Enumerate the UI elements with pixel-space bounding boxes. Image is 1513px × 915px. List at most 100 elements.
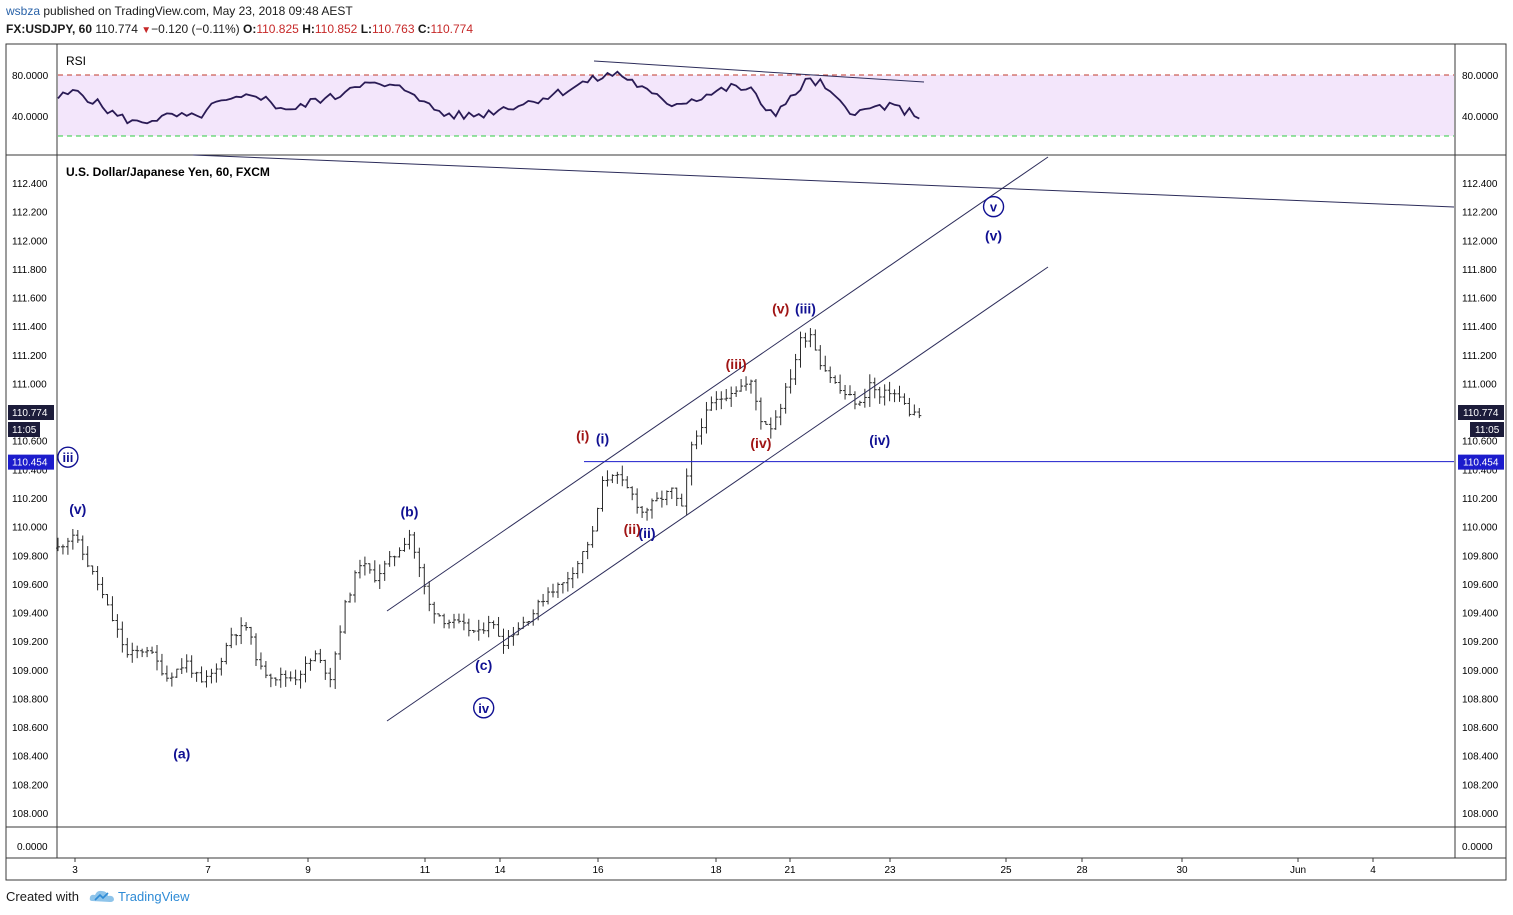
- price-tick-right-12: 110.000: [1462, 523, 1498, 534]
- price-bar-163: [862, 388, 867, 408]
- price-bar-10: [105, 594, 110, 606]
- wave-label-text-9: (ii): [638, 525, 655, 541]
- price-bar-5: [80, 535, 85, 561]
- price-bar-121: [654, 492, 659, 502]
- price-axis-right[interactable]: 112.400 112.200 112.000 111.800 111.600 111.4…: [1462, 179, 1499, 820]
- price-bar-120: [650, 498, 654, 519]
- price-tick-right-11: 110.200: [1462, 494, 1498, 505]
- time-axis[interactable]: 3 7 9 11 14 16 18 21 23 25 28 30 Jun 4: [72, 858, 1376, 876]
- price-tick-right-10: 110.400: [1462, 465, 1498, 476]
- price-bar-138: [739, 379, 744, 392]
- price-bar-153: [813, 329, 818, 351]
- price-bar-152: [808, 328, 813, 348]
- price-bar-132: [709, 396, 714, 411]
- price-tick-right-4: 111.600: [1462, 294, 1497, 305]
- price-bar-34: [224, 642, 229, 665]
- price-bar-151: [803, 332, 808, 348]
- created-with-text: Created with: [6, 889, 79, 904]
- channel-upper-line[interactable]: [386, 156, 1049, 612]
- price-bar-66: [382, 560, 387, 581]
- price-bar-60: [353, 570, 357, 603]
- price-bar-139: [744, 376, 749, 391]
- price-bar-86: [481, 622, 486, 634]
- price-tick-right-16: 109.200: [1462, 637, 1499, 648]
- price-bar-1: [60, 544, 65, 555]
- price-tick-right-3: 111.800: [1462, 265, 1497, 276]
- price-axis-left[interactable]: 112.400 112.200 112.000 111.800 111.600 111.4…: [12, 179, 49, 820]
- price-bar-24: [174, 668, 179, 678]
- price-bar-128: [689, 441, 694, 486]
- price-bar-30: [204, 670, 209, 688]
- price-bar-9: [100, 577, 105, 599]
- current-price-tag-right-text: 110.774: [1463, 408, 1499, 419]
- price-tick-left-2: 112.000: [12, 236, 48, 247]
- wave-label-text-13: (iii): [795, 300, 816, 316]
- price-bar-14: [125, 637, 130, 658]
- price-tick-left-10: 110.400: [12, 465, 48, 476]
- rsi-band: [58, 75, 1454, 136]
- price-tick-right-18: 108.800: [1462, 694, 1499, 705]
- price-bar-46: [283, 670, 288, 687]
- price-tick-right-2: 112.000: [1462, 236, 1498, 247]
- price-bar-136: [729, 386, 734, 407]
- level-tag-right-text: 110.454: [1463, 458, 1499, 469]
- wave-label-8: (ii): [624, 521, 641, 537]
- close-label: C:: [417, 22, 431, 36]
- high-label: H:: [302, 22, 315, 36]
- price-bar-125: [674, 487, 679, 507]
- price-bar-28: [194, 671, 199, 682]
- price-bar-38: [244, 622, 249, 631]
- price-bar-49: [298, 670, 303, 689]
- price-bar-147: [783, 383, 788, 414]
- price-bar-109: [595, 507, 600, 532]
- price-bar-63: [367, 563, 372, 574]
- price-bar-37: [239, 617, 244, 645]
- wave-label-4: iv: [473, 697, 495, 719]
- price-tick-left-12: 110.000: [12, 523, 48, 534]
- price-bar-13: [120, 621, 125, 653]
- price-tick-left-16: 109.200: [12, 637, 49, 648]
- price-bar-130: [699, 418, 704, 445]
- price-bar-89: [496, 616, 501, 637]
- price-bar-67: [387, 551, 392, 567]
- rsi-label: RSI: [66, 54, 86, 68]
- low-label: L:: [360, 22, 373, 36]
- price-bar-48: [293, 669, 298, 686]
- tradingview-cloud-icon: [89, 890, 114, 902]
- price-tick-left-17: 109.000: [12, 666, 49, 677]
- price-bar-126: [679, 493, 684, 507]
- wave-label-15: v: [982, 195, 1005, 218]
- price-bar-118: [640, 506, 645, 518]
- tradingview-brand[interactable]: TradingView: [118, 889, 190, 904]
- wave-label-11: (iv): [750, 435, 771, 451]
- publisher-username[interactable]: wsbza: [6, 4, 41, 18]
- price-bar-17: [140, 648, 145, 658]
- countdown-tag-left: 11:05: [8, 422, 40, 437]
- price-bar-140: [749, 379, 753, 394]
- level-tag-left-text: 110.454: [12, 458, 48, 469]
- price-bar-42: [263, 661, 268, 679]
- price-bar-161: [852, 391, 857, 410]
- price-bar-142: [758, 397, 763, 430]
- wave-label-text-5: iii: [62, 450, 73, 465]
- wave-label-text-12: (v): [772, 300, 789, 316]
- wave-label-16: (v): [985, 227, 1002, 243]
- price-bar-113: [615, 471, 620, 484]
- time-tick-6: 18: [710, 865, 722, 876]
- rsi-line: [57, 70, 920, 125]
- rsi-divergence-line[interactable]: [593, 60, 925, 83]
- price-bar-15: [130, 642, 135, 663]
- wave-label-text-8: (ii): [624, 521, 641, 537]
- price-tick-right-15: 109.400: [1462, 609, 1499, 620]
- price-tick-left-20: 108.400: [12, 752, 49, 763]
- long-resistance-trendline[interactable]: [192, 154, 1455, 208]
- price-bar-174: [917, 408, 922, 419]
- symbol-label[interactable]: FX:USDJPY, 60: [6, 22, 93, 36]
- channel-lower-line[interactable]: [386, 266, 1049, 722]
- countdown-tag-right: 11:05: [1470, 422, 1504, 437]
- price-bar-8: [95, 566, 100, 591]
- countdown-tag-left-text: 11:05: [12, 425, 37, 436]
- time-tick-9: 25: [1000, 865, 1012, 876]
- price-bar-98: [541, 593, 546, 607]
